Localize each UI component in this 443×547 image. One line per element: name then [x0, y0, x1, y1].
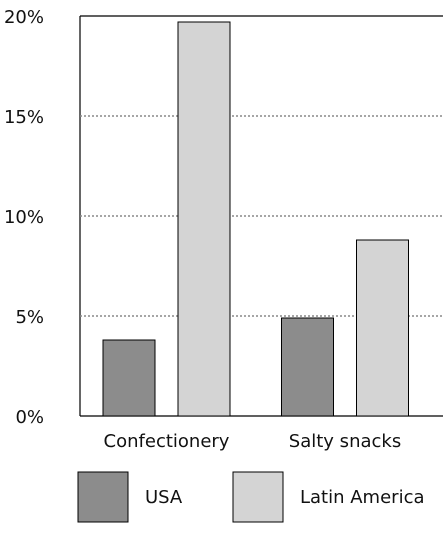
legend-label: USA [145, 487, 183, 508]
legend-label: Latin America [300, 487, 425, 508]
y-tick-label: 5% [15, 307, 44, 328]
y-tick-label: 20% [4, 7, 44, 28]
legend-swatch [77, 471, 129, 523]
x-tick-label: Confectionery [104, 431, 230, 452]
bar [281, 317, 334, 417]
y-tick-label: 15% [4, 107, 44, 128]
bar [102, 339, 156, 417]
y-tick-label: 0% [15, 407, 44, 428]
bar [356, 239, 409, 417]
x-tick-label: Salty snacks [289, 431, 401, 452]
bar [177, 21, 231, 417]
legend-swatch [232, 471, 284, 523]
y-tick-label: 10% [4, 207, 44, 228]
